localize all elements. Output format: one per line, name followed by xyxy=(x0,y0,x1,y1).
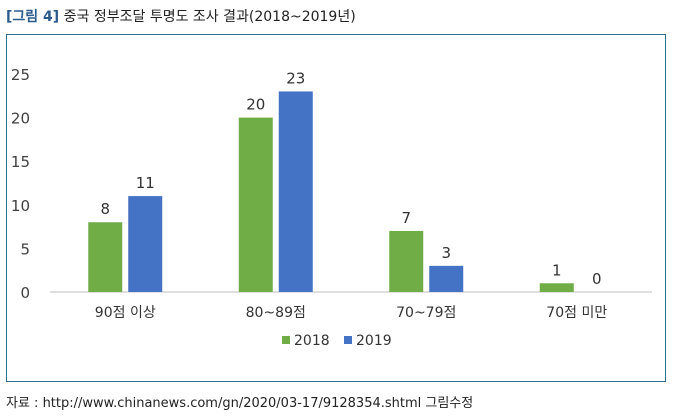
data-label: 3 xyxy=(441,244,451,262)
y-tick-label: 25 xyxy=(11,66,30,84)
bar-2019-0 xyxy=(128,196,163,292)
legend-label: 2019 xyxy=(356,333,392,349)
bar-2018-1 xyxy=(238,117,273,292)
data-label: 23 xyxy=(286,69,305,87)
data-label: 11 xyxy=(136,174,155,192)
bar-2018-2 xyxy=(389,230,424,292)
y-tick-label: 10 xyxy=(11,197,30,215)
y-tick-label: 5 xyxy=(20,240,30,258)
bar-2018-0 xyxy=(88,222,123,292)
legend-swatch-2019 xyxy=(344,336,352,344)
data-label: 0 xyxy=(592,270,602,288)
x-tick-label: 80~89점 xyxy=(246,305,306,321)
data-label: 7 xyxy=(401,209,411,227)
data-label: 1 xyxy=(552,261,562,279)
chart-frame xyxy=(6,34,666,382)
x-tick-label: 70점 미만 xyxy=(546,305,607,321)
source-note: 자료 : http://www.chinanews.com/gn/2020/03… xyxy=(6,396,474,411)
bar-2019-2 xyxy=(429,265,464,292)
data-label: 8 xyxy=(100,200,110,218)
figure-title: [그림 4] 중국 정부조달 투명도 조사 결과(2018~2019년) xyxy=(6,6,356,26)
y-tick-label: 0 xyxy=(20,284,30,302)
bar-2018-3 xyxy=(539,283,574,292)
figure-label: [그림 4] xyxy=(6,9,60,25)
legend-label: 2018 xyxy=(294,333,330,349)
y-tick-label: 20 xyxy=(11,110,30,128)
data-label: 20 xyxy=(246,96,265,114)
bar-2019-1 xyxy=(278,91,313,292)
x-tick-label: 90점 이상 xyxy=(95,305,156,321)
figure-title-text: 중국 정부조달 투명도 조사 결과(2018~2019년) xyxy=(63,9,356,25)
x-tick-label: 70~79점 xyxy=(396,305,456,321)
y-tick-label: 15 xyxy=(11,153,30,171)
legend-swatch-2018 xyxy=(282,336,290,344)
